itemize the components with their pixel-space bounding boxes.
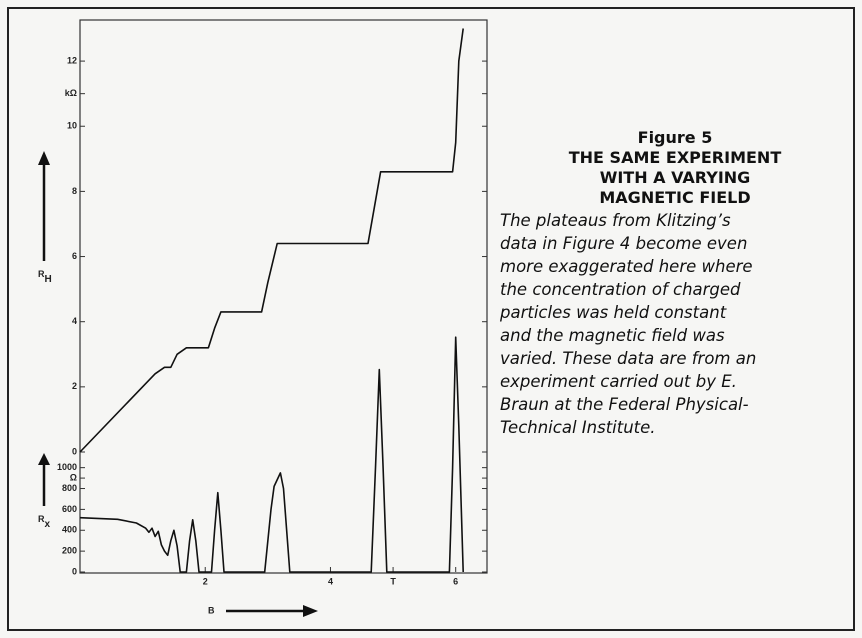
y-tick-label: Ω: [70, 472, 77, 482]
data-line: [79, 28, 464, 453]
caption-body-line: The plateaus from Klitzing’s: [500, 211, 731, 230]
caption-body-line: particles was held constant: [500, 303, 727, 322]
caption-title: Figure 5 THE SAME EXPERIMENT WITH A VARYIN…: [500, 128, 850, 208]
x-axis-label: B: [208, 605, 215, 615]
caption-title-line: THE SAME EXPERIMENT: [568, 148, 782, 167]
y-axis-label: Rx: [38, 514, 51, 529]
x-tick-label: 4: [328, 576, 333, 586]
caption-body-line: varied. These data are from an: [500, 349, 757, 368]
y-tick-label: 400: [62, 525, 77, 535]
y-arrow-head: [38, 453, 50, 465]
y-label-main: R: [38, 269, 45, 279]
caption-title-line: WITH A VARYING: [599, 168, 751, 187]
y-tick-label: 600: [62, 504, 77, 514]
outer-frame: [7, 7, 855, 631]
y-tick-label: 4: [72, 316, 77, 326]
y-tick-label: 8: [72, 186, 77, 196]
caption-body-line: and the magnetic field was: [500, 326, 725, 345]
y-tick-label: 0: [72, 446, 77, 456]
y-tick-label: 12: [67, 55, 77, 65]
y-tick-label: 6: [72, 251, 77, 261]
x-tick-label: 2: [203, 576, 208, 586]
plot-frame: [79, 19, 488, 574]
x-tick-label: 6: [453, 576, 458, 586]
x-arrow-head: [303, 605, 318, 617]
caption-body-line: data in Figure 4 become even: [500, 234, 748, 253]
y-arrow-head: [38, 151, 50, 165]
caption-body: The plateaus from Klitzing’s data in Figu…: [500, 209, 850, 439]
y-axis-label: RH: [38, 269, 52, 284]
caption-body-line: the concentration of charged: [500, 280, 741, 299]
y-tick-label: 200: [62, 546, 77, 556]
caption-body-line: more exaggerated here where: [500, 257, 753, 276]
caption-title-line: Figure 5: [637, 128, 713, 147]
caption-body-line: Braun at the Federal Physical-: [500, 395, 749, 414]
y-tick-label: 2: [72, 381, 77, 391]
caption-body-line: experiment carried out by E.: [500, 372, 737, 391]
y-tick-label: 800: [62, 483, 77, 493]
x-tick-label: T: [390, 576, 396, 586]
data-line: [79, 336, 464, 573]
caption: Figure 5 THE SAME EXPERIMENT WITH A VARYIN…: [500, 128, 850, 439]
caption-title-line: MAGNETIC FIELD: [599, 188, 751, 207]
y-tick-label: kΩ: [65, 88, 77, 98]
caption-body-line: Technical Institute.: [500, 418, 656, 437]
y-tick-label: 1000: [57, 462, 77, 472]
y-tick-label: 10: [67, 121, 77, 131]
y-label-sub: x: [45, 519, 51, 530]
y-tick-label: 0: [72, 566, 77, 576]
y-label-main: R: [38, 514, 45, 524]
y-label-sub: H: [45, 274, 52, 285]
